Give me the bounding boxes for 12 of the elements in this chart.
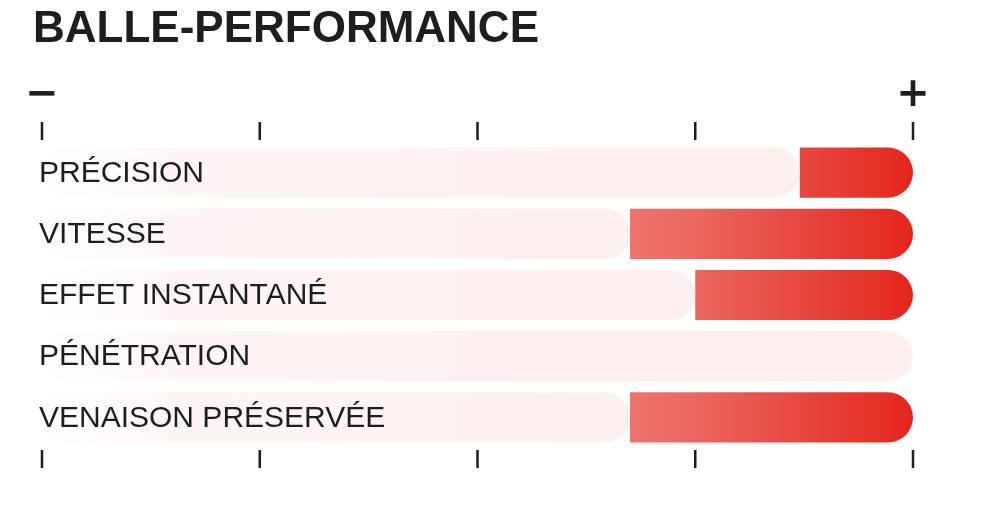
y-tick-label: EFFET INSTANTANÉ <box>39 277 328 311</box>
bar <box>799 147 913 198</box>
y-tick-label: VENAISON PRÉSERVÉE <box>39 399 386 433</box>
chart-title: BALLE-PERFORMANCE <box>33 2 539 52</box>
text: + <box>896 69 930 116</box>
y-tick-label: VITESSE <box>39 216 166 250</box>
y-tick-label: PÉNÉTRATION <box>39 338 251 372</box>
bar <box>629 208 913 259</box>
bar <box>629 392 913 443</box>
bar <box>695 269 913 321</box>
y-tick-label: PRÉCISION <box>39 154 205 188</box>
text: − <box>25 69 59 116</box>
